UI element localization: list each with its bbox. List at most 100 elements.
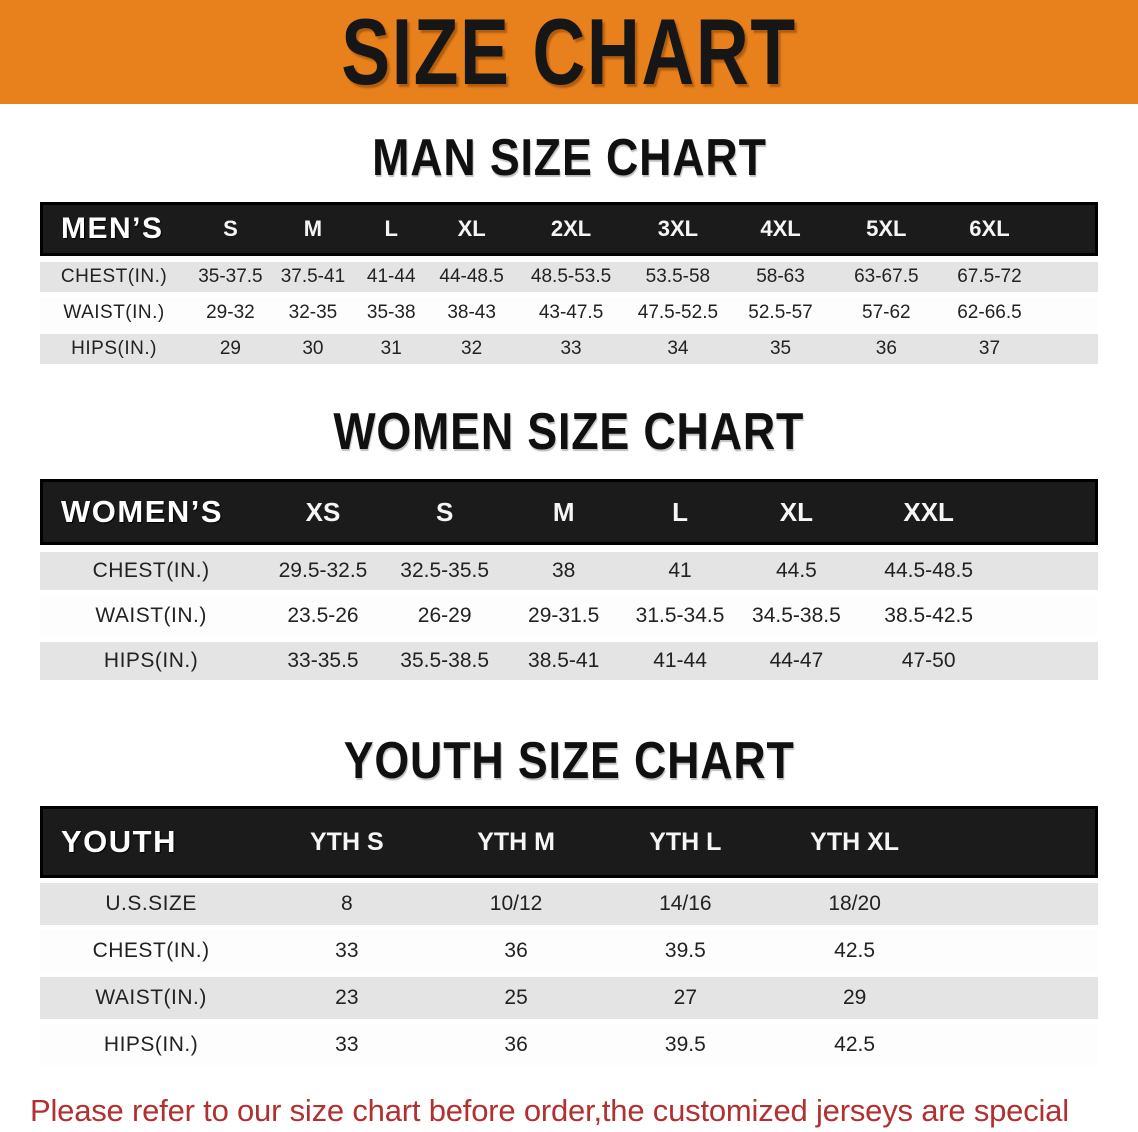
table-cell: 36 bbox=[833, 334, 940, 364]
banner-title: SIZE CHART bbox=[341, 0, 797, 104]
heading-text: YOUTH SIZE CHART bbox=[343, 732, 795, 790]
table-cell: 44.5 bbox=[738, 552, 855, 590]
table-cell: 41 bbox=[621, 552, 739, 590]
column-header: YTH M bbox=[431, 806, 601, 878]
column-header: 6XL bbox=[939, 202, 1040, 256]
table-cell: 33 bbox=[513, 334, 629, 364]
table-cell: 31.5-34.5 bbox=[621, 597, 739, 635]
table-cell: 8 bbox=[262, 883, 432, 925]
column-header: YTH S bbox=[262, 806, 432, 878]
table-row: WAIST(IN.) 23.5-26 26-29 29-31.5 31.5-34.5 34… bbox=[40, 597, 1098, 635]
table-cell: 18/20 bbox=[769, 883, 940, 925]
table-cell: 33-35.5 bbox=[262, 642, 384, 680]
youth-size-table: YOUTH YTH S YTH M YTH L YTH XL U.S.SIZE 8 10/12… bbox=[40, 801, 1098, 1071]
table-row: HIPS(IN.) 33-35.5 35.5-38.5 38.5-41 41-44 44-… bbox=[40, 642, 1098, 680]
table-cell: 23.5-26 bbox=[262, 597, 384, 635]
table-cell: 37 bbox=[939, 334, 1040, 364]
header-row: YOUTH YTH S YTH M YTH L YTH XL bbox=[40, 806, 1098, 878]
table-row: WAIST(IN.) 23 25 27 29 bbox=[40, 977, 1098, 1019]
column-header: S bbox=[383, 479, 506, 545]
column-header: 2XL bbox=[513, 202, 629, 256]
table-row: HIPS(IN.) 33 36 39.5 42.5 bbox=[40, 1024, 1098, 1066]
table-cell-spacer bbox=[939, 1024, 1098, 1066]
footer-note: Please refer to our size chart before or… bbox=[30, 1089, 1120, 1132]
table-cell: 32 bbox=[429, 334, 514, 364]
mens-size-table: MEN’S S M L XL 2XL 3XL 4XL 5XL 6XL CHEST(IN.) 35-37… bbox=[40, 196, 1098, 370]
footer-line-1: Please refer to our size chart before or… bbox=[30, 1093, 1069, 1128]
table-cell: 36 bbox=[431, 930, 601, 972]
table-cell: 42.5 bbox=[769, 1024, 940, 1066]
table-cell: 29 bbox=[188, 334, 273, 364]
column-header: M bbox=[272, 202, 354, 256]
table-cell: 41-44 bbox=[353, 262, 430, 292]
table-cell: 57-62 bbox=[833, 298, 940, 328]
table-cell: 35-37.5 bbox=[188, 262, 273, 292]
table-row: WAIST(IN.) 29-32 32-35 35-38 38-43 43-47.5 47.… bbox=[40, 298, 1098, 328]
women-size-chart-heading: WOMEN SIZE CHART bbox=[0, 406, 1138, 458]
column-header: YTH L bbox=[600, 806, 770, 878]
column-header: 4XL bbox=[727, 202, 834, 256]
column-header: L bbox=[353, 202, 430, 256]
table-cell: 38-43 bbox=[429, 298, 514, 328]
column-header: XL bbox=[738, 479, 855, 545]
table-cell: 32-35 bbox=[272, 298, 354, 328]
table-cell: 53.5-58 bbox=[628, 262, 728, 292]
table-cell: 42.5 bbox=[769, 930, 940, 972]
size-table: WOMEN’S XS S M L XL XXL CHEST(IN.) 29.5-32.5 32.5… bbox=[40, 472, 1098, 687]
row-label: WAIST(IN.) bbox=[40, 597, 263, 635]
column-header: S bbox=[188, 202, 273, 256]
table-cell: 29-31.5 bbox=[505, 597, 622, 635]
table-cell: 26-29 bbox=[383, 597, 506, 635]
size-table: YOUTH YTH S YTH M YTH L YTH XL U.S.SIZE 8 10/12… bbox=[40, 801, 1098, 1071]
womens-size-table: WOMEN’S XS S M L XL XXL CHEST(IN.) 29.5-32.5 32.5… bbox=[40, 472, 1098, 687]
column-header: L bbox=[621, 479, 739, 545]
header-row: WOMEN’S XS S M L XL XXL bbox=[40, 479, 1098, 545]
table-cell-spacer bbox=[1039, 262, 1098, 292]
heading-text: WOMEN SIZE CHART bbox=[333, 403, 805, 461]
table-cell: 39.5 bbox=[600, 930, 770, 972]
heading-text: MAN SIZE CHART bbox=[371, 129, 767, 187]
table-cell: 34.5-38.5 bbox=[738, 597, 855, 635]
row-label: CHEST(IN.) bbox=[40, 552, 263, 590]
table-cell-spacer bbox=[1039, 298, 1098, 328]
table-group-label: MEN’S bbox=[40, 202, 189, 256]
table-cell: 44-47 bbox=[738, 642, 855, 680]
column-header: YTH XL bbox=[769, 806, 940, 878]
header-row: MEN’S S M L XL 2XL 3XL 4XL 5XL 6XL bbox=[40, 202, 1098, 256]
table-cell: 35 bbox=[727, 334, 834, 364]
table-cell: 41-44 bbox=[621, 642, 739, 680]
table-cell: 63-67.5 bbox=[833, 262, 940, 292]
table-cell: 38 bbox=[505, 552, 622, 590]
table-row: CHEST(IN.) 29.5-32.5 32.5-35.5 38 41 44.5 44.5… bbox=[40, 552, 1098, 590]
column-header: 5XL bbox=[833, 202, 940, 256]
row-label: WAIST(IN.) bbox=[40, 977, 263, 1019]
table-cell: 43-47.5 bbox=[513, 298, 629, 328]
table-cell: 47.5-52.5 bbox=[628, 298, 728, 328]
table-cell: 29.5-32.5 bbox=[262, 552, 384, 590]
table-cell: 52.5-57 bbox=[727, 298, 834, 328]
table-cell: 29 bbox=[769, 977, 940, 1019]
row-label: HIPS(IN.) bbox=[40, 1024, 263, 1066]
row-label: CHEST(IN.) bbox=[40, 930, 263, 972]
table-row: CHEST(IN.) 35-37.5 37.5-41 41-44 44-48.5 48.5… bbox=[40, 262, 1098, 292]
table-cell: 29-32 bbox=[188, 298, 273, 328]
table-cell: 10/12 bbox=[431, 883, 601, 925]
table-cell: 32.5-35.5 bbox=[383, 552, 506, 590]
table-cell: 37.5-41 bbox=[272, 262, 354, 292]
table-cell: 44.5-48.5 bbox=[854, 552, 1003, 590]
row-label: HIPS(IN.) bbox=[40, 642, 263, 680]
table-cell: 27 bbox=[600, 977, 770, 1019]
table-cell: 62-66.5 bbox=[939, 298, 1040, 328]
column-header: XXL bbox=[854, 479, 1003, 545]
table-cell: 31 bbox=[353, 334, 430, 364]
table-cell: 47-50 bbox=[854, 642, 1003, 680]
table-cell: 39.5 bbox=[600, 1024, 770, 1066]
table-cell-spacer bbox=[1039, 334, 1098, 364]
size-chart-banner: SIZE CHART bbox=[0, 0, 1138, 104]
column-header: M bbox=[505, 479, 622, 545]
table-cell: 44-48.5 bbox=[429, 262, 514, 292]
row-label: WAIST(IN.) bbox=[40, 298, 189, 328]
table-cell: 58-63 bbox=[727, 262, 834, 292]
table-cell: 23 bbox=[262, 977, 432, 1019]
table-row: U.S.SIZE 8 10/12 14/16 18/20 bbox=[40, 883, 1098, 925]
